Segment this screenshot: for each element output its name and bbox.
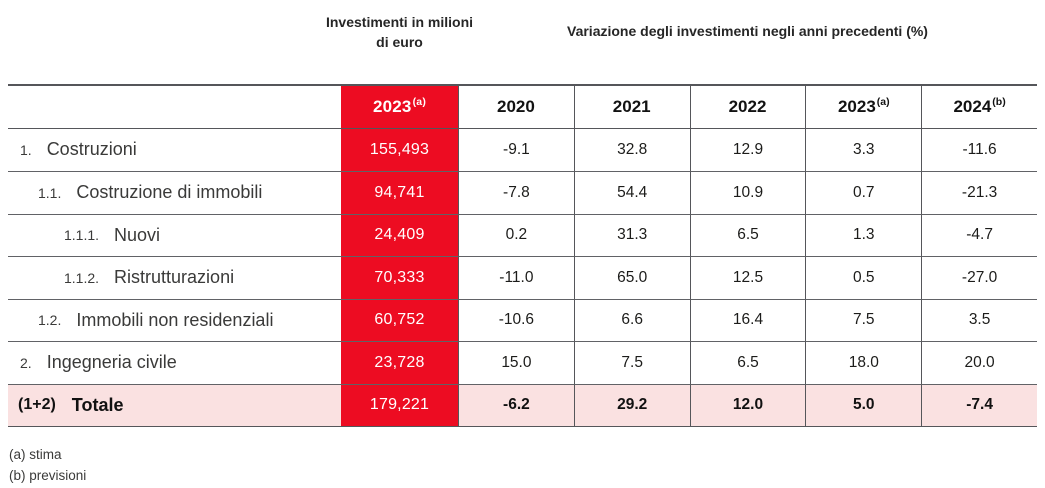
variation-value-cell: 10.9 [689,171,806,214]
investment-value-cell: 155,493 [341,128,458,171]
variation-value-cell: 6.5 [689,213,806,256]
variation-value-cell: -4.7 [921,213,1037,256]
footnote-marker: (a) [412,95,427,108]
variation-value-cell: 12.0 [689,383,806,426]
investment-value-cell: 179,221 [341,383,458,426]
row-label: Totale [71,394,124,415]
variation-value-cell: -27.0 [921,256,1037,299]
variation-value-cell: 54.4 [573,171,690,214]
year-header-2022: 2022 [689,86,806,129]
row-label: Nuovi [114,224,161,245]
footnotes: (a) stima (b) previsioni [9,444,86,486]
table-row-label: 1.1.2. Ristrutturazioni [8,256,341,299]
row-label: Costruzione di immobili [76,182,263,203]
year-text: 2022 [728,96,767,116]
year-header-2023: 2023 (a) [805,86,922,129]
variation-value-cell: 29.2 [573,383,690,426]
year-text: 2020 [496,96,535,116]
variation-value-cell: -7.4 [921,383,1037,426]
variation-value-cell: 16.4 [689,298,806,341]
investment-value-cell: 70,333 [341,256,458,299]
row-label: Immobili non residenziali [76,309,274,330]
variation-value-cell: 1.3 [805,213,922,256]
row-label: Ingegneria civile [46,352,177,373]
variation-value-cell: 18.0 [805,341,922,384]
footnote-stima: (a) stima [9,447,62,462]
row-number: 1. [20,141,32,158]
variation-value-cell: 3.3 [805,128,921,171]
variation-value-cell: 7.5 [573,341,690,384]
investment-value-cell: 60,752 [341,298,458,341]
variation-value-cell: 0.5 [805,256,922,299]
variation-value-cell: 65.0 [573,256,690,299]
year-text: 2023 [372,96,412,116]
year-header-2021: 2021 [573,86,690,129]
table-row-label: 1.1. Costruzione di immobili [8,171,341,214]
variation-value-cell: 0.7 [805,171,922,214]
variation-value-cell: 5.0 [805,383,922,426]
footnote-marker: (b) [992,95,1006,108]
table-row-label: 1.1.1. Nuovi [8,213,341,257]
row-label: Costruzioni [46,139,137,160]
investments-column-header: Investimenti in milioni di euro [325,14,474,50]
row-number: (1+2) [18,396,56,414]
row-number: 1.1.1. [64,227,100,244]
year-header-2024: 2024 (b) [921,86,1037,129]
year-header-2020: 2020 [458,86,574,129]
table-row-label: 1. Costruzioni [8,129,341,172]
row-number: 1.1. [38,184,62,201]
variation-value-cell: 3.5 [921,298,1037,341]
variation-value-cell: -11.0 [458,256,574,299]
variation-value-cell: -10.6 [458,298,574,341]
header-label-spacer [8,86,341,129]
variation-value-cell: 6.5 [689,341,806,384]
year-text: 2021 [612,96,651,116]
variation-value-cell: -11.6 [921,128,1037,171]
variation-value-cell: -7.8 [458,171,574,214]
investment-year-header: 2023 (a) [341,86,458,129]
variation-value-cell: 0.2 [458,213,574,256]
year-text: 2023 [837,96,876,116]
total-row-label: (1+2) Totale [8,383,341,426]
variation-value-cell: 15.0 [458,341,574,384]
row-number: 1.2. [38,312,62,329]
variation-columns-header: Variazione degli investimenti negli anni… [567,23,928,39]
table-row-label: 1.2. Immobili non residenziali [8,298,341,342]
footnote-marker: (a) [876,95,890,108]
variation-value-cell: 20.0 [921,341,1037,384]
variation-value-cell: -21.3 [921,171,1037,214]
variation-value-cell: 32.8 [573,128,690,171]
top-headers: Investimenti in milioni di euro Variazio… [8,4,1037,80]
row-number: 1.1.2. [64,269,100,286]
table-row-label: 2. Ingegneria civile [8,341,341,384]
row-number: 2. [20,354,32,371]
investment-value-cell: 24,409 [341,213,458,256]
footnote-previsioni: (b) previsioni [9,468,87,483]
year-text: 2024 [953,96,992,116]
variation-value-cell: 31.3 [573,213,690,256]
variation-value-cell: 6.6 [573,298,690,341]
variation-value-cell: 12.9 [689,128,806,171]
investment-value-cell: 94,741 [341,171,458,214]
data-table: 2023 (a) 2020 2021 2022 2023 (a) 2024 (b) 1… [8,84,1037,427]
variation-value-cell: -9.1 [458,128,574,171]
variation-value-cell: 7.5 [805,298,922,341]
variation-value-cell: -6.2 [458,383,574,426]
row-label: Ristrutturazioni [114,267,235,288]
variation-value-cell: 12.5 [689,256,806,299]
investment-value-cell: 23,728 [341,341,458,384]
